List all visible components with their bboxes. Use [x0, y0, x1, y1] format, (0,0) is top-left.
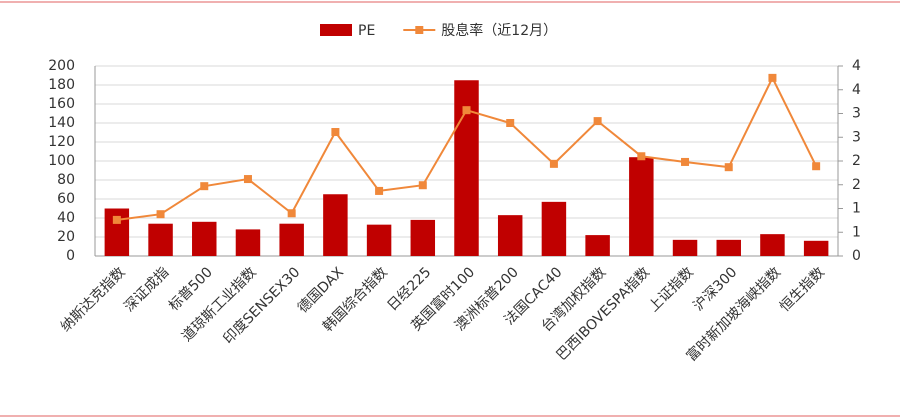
- legend-swatch: [415, 26, 424, 34]
- y2-tick-label: 3: [852, 129, 861, 145]
- y2-tick-label: 0: [852, 248, 861, 264]
- bar: [104, 208, 130, 256]
- bar: [803, 240, 829, 256]
- y-tick-label: 20: [57, 229, 75, 245]
- bar: [148, 223, 173, 256]
- y-tick-label: 60: [57, 191, 75, 207]
- y-tick-label: 160: [48, 96, 75, 112]
- y-tick-label: 100: [48, 153, 75, 169]
- bar: [672, 239, 698, 256]
- bar: [629, 157, 654, 256]
- x-tick-label: 纳斯达克指数: [58, 264, 129, 335]
- y-tick-label: 140: [48, 115, 75, 131]
- marker: [768, 73, 777, 82]
- bar: [366, 224, 392, 256]
- marker: [681, 157, 690, 166]
- y2-tick-label: 2: [852, 177, 861, 193]
- legend-label: PE: [358, 23, 375, 39]
- marker: [375, 186, 384, 195]
- bar: [585, 235, 610, 256]
- bar: [192, 221, 217, 256]
- y-tick-label: 80: [57, 172, 75, 188]
- x-tick-label: 深证成指: [121, 264, 172, 315]
- y2-tick-label: 3: [852, 106, 861, 122]
- y-tick-label: 40: [57, 210, 75, 226]
- bar: [760, 234, 785, 256]
- x-tick-label: 印度SENSEX30: [220, 264, 303, 347]
- y2-tick-label: 4: [852, 82, 861, 98]
- y2-tick-label: 2: [852, 153, 861, 169]
- marker: [724, 163, 733, 172]
- bar: [410, 219, 436, 256]
- y-tick-label: 0: [66, 248, 75, 264]
- legend-swatch: [320, 24, 352, 36]
- y2-tick-label: 4: [852, 58, 861, 74]
- marker: [112, 215, 121, 224]
- marker: [200, 182, 209, 191]
- y2-tick-label: 1: [852, 201, 861, 217]
- legend-label: 股息率（近12月）: [441, 22, 557, 39]
- x-tick-label: 上证指数: [646, 264, 697, 315]
- marker: [593, 117, 602, 126]
- y-tick-label: 120: [48, 134, 75, 150]
- bar: [541, 201, 567, 256]
- marker: [418, 181, 427, 190]
- bar: [323, 194, 348, 256]
- marker: [462, 106, 471, 115]
- bar: [279, 223, 304, 256]
- marker: [506, 119, 515, 127]
- marker: [812, 162, 821, 171]
- y2-tick-label: 1: [852, 224, 861, 240]
- marker: [156, 210, 165, 219]
- marker: [637, 152, 646, 161]
- marker: [287, 209, 296, 218]
- y-tick-label: 200: [48, 58, 75, 74]
- x-tick-label: 恒生指数: [777, 264, 828, 315]
- bar: [235, 229, 261, 256]
- marker: [549, 159, 558, 168]
- bar: [716, 239, 741, 256]
- bar: [497, 215, 523, 256]
- marker: [331, 128, 340, 137]
- x-tick-label: 道琼斯工业指数: [179, 264, 260, 345]
- marker: [243, 175, 252, 184]
- y-tick-label: 180: [48, 77, 75, 93]
